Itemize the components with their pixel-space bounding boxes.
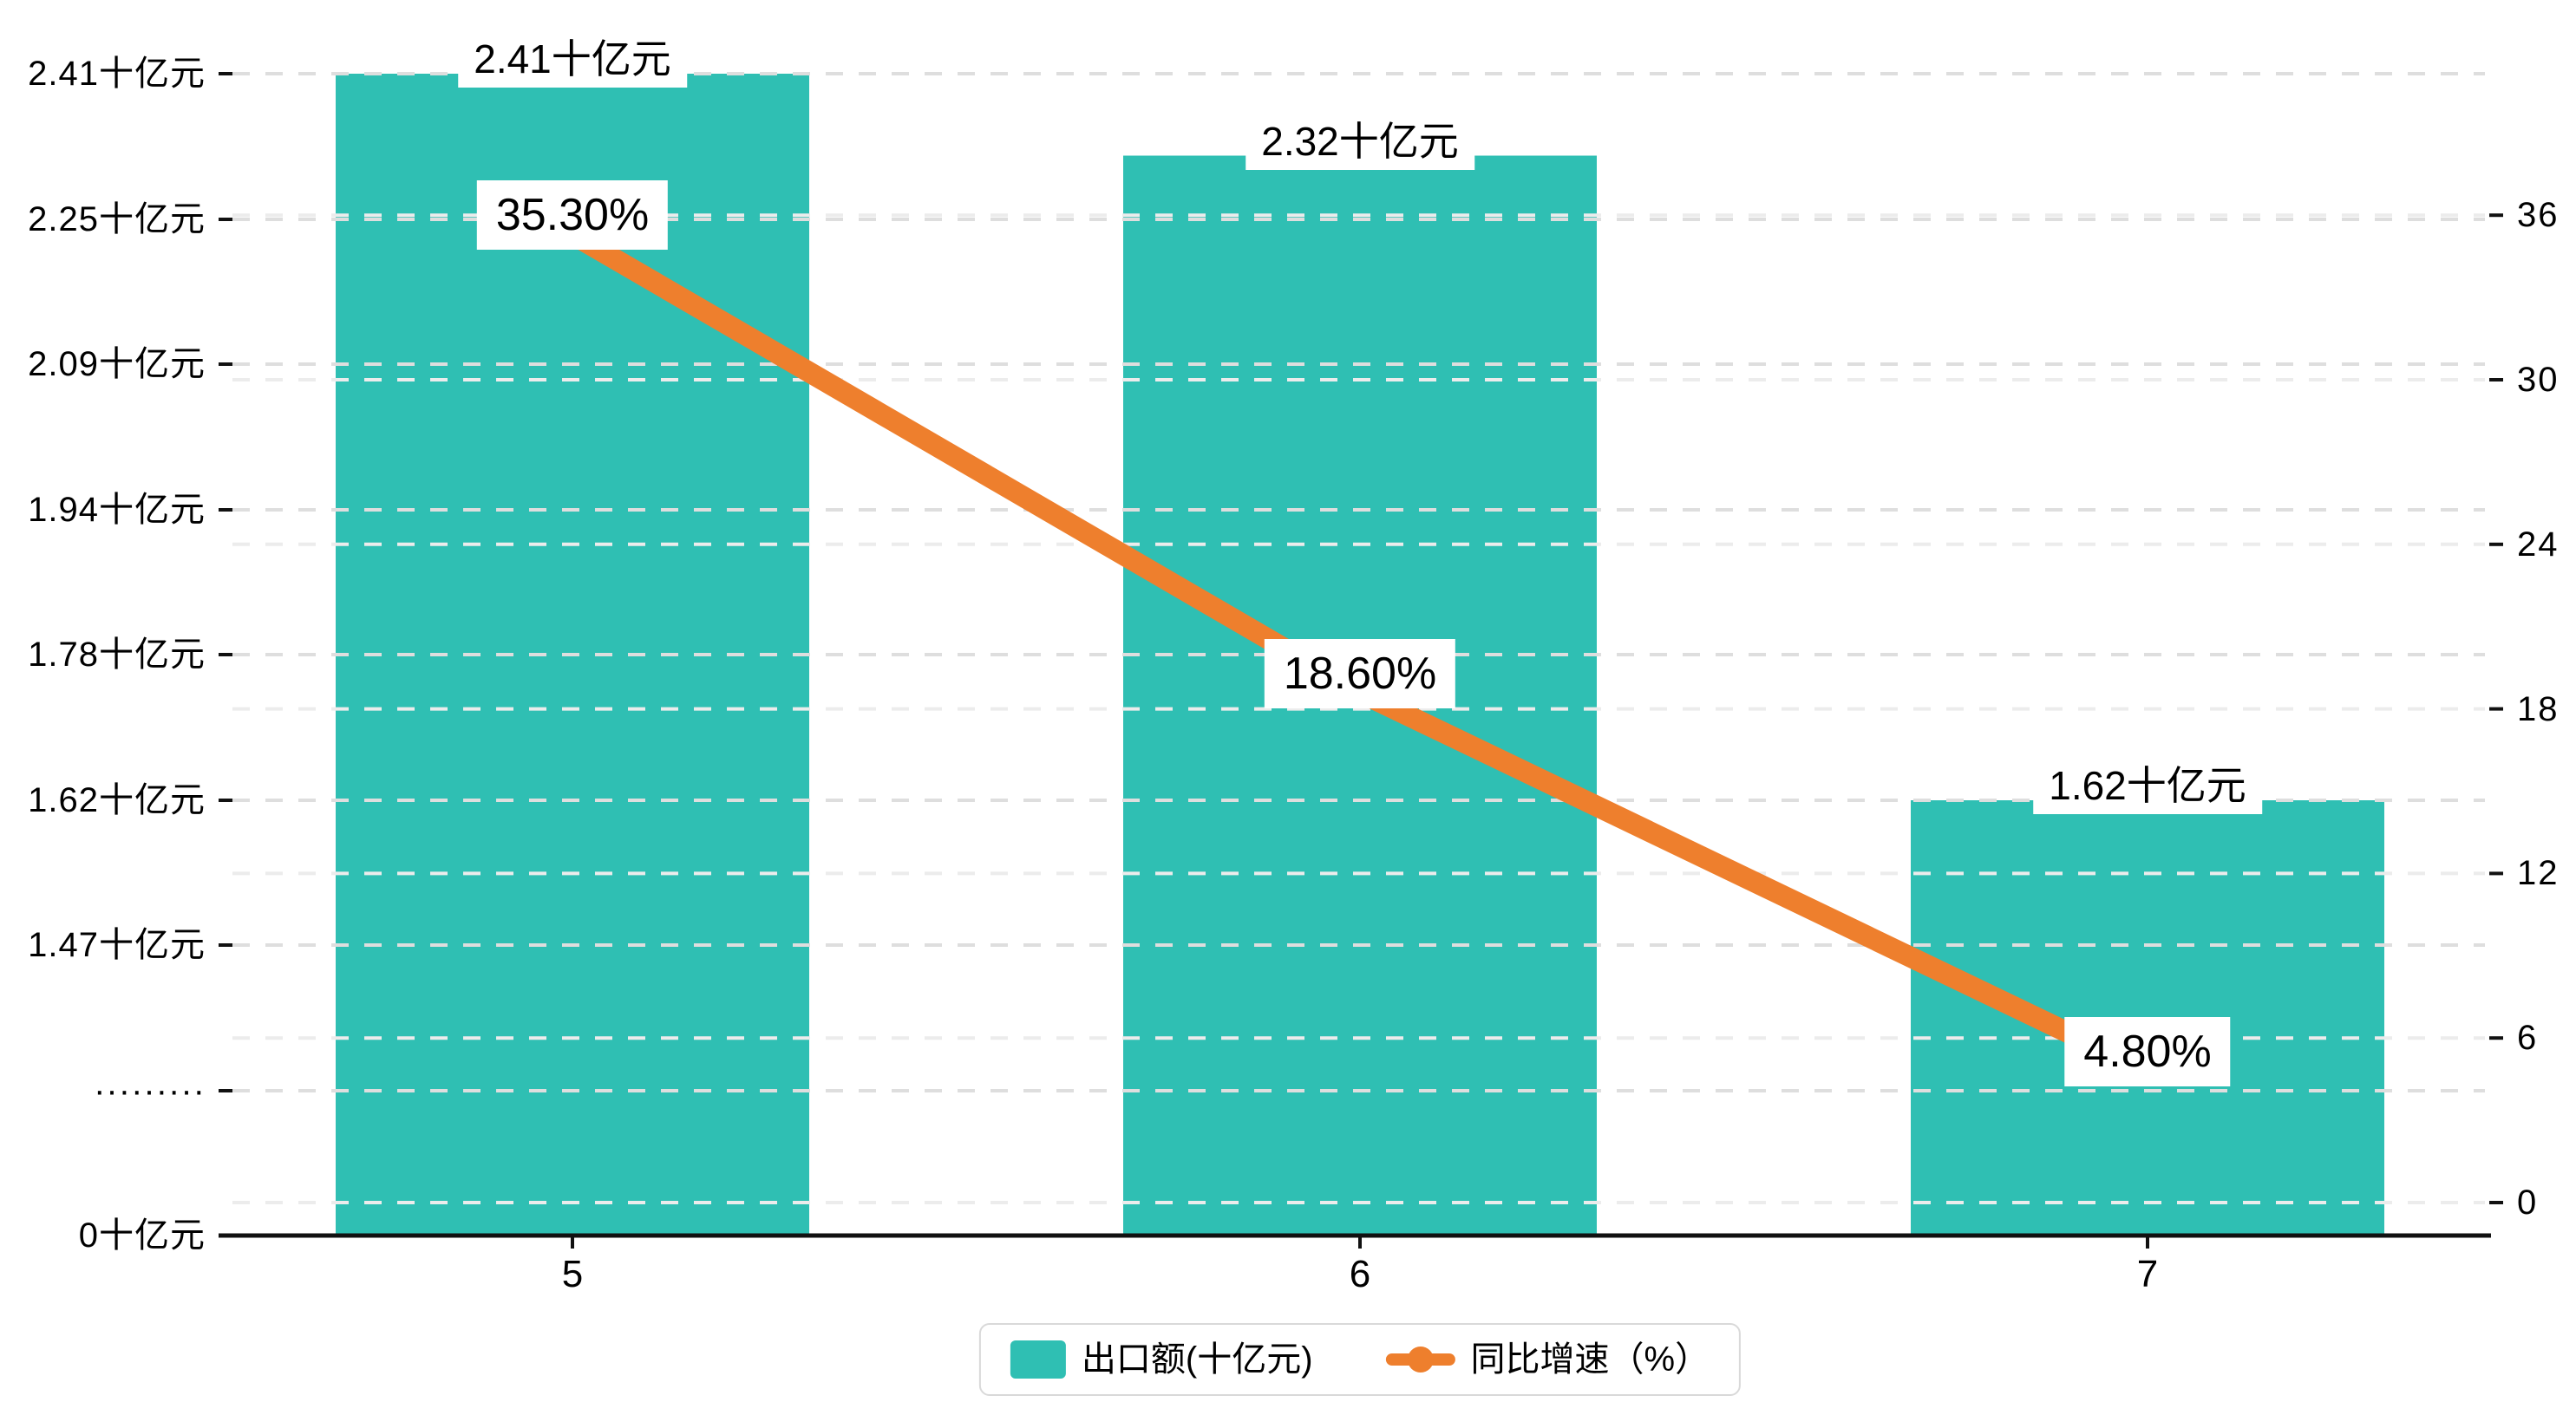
left-axis-label-4: 1.78十亿元	[28, 636, 206, 674]
right-axis-label-24: 24	[2517, 525, 2560, 564]
left-axis-label-0: 0十亿元	[78, 1216, 206, 1255]
bar-value-label-5: 2.41十亿元	[458, 30, 687, 88]
right-axis-label-6: 6	[2517, 1019, 2539, 1058]
bar-value-label-7: 1.62十亿元	[2033, 757, 2262, 814]
left-axis-label-2: 1.47十亿元	[28, 926, 206, 964]
right-axis-label-36: 36	[2517, 196, 2560, 235]
right-axis-label-0: 0	[2517, 1184, 2539, 1222]
line-series-swatch-icon	[1385, 1340, 1455, 1379]
line-value-label-7: 4.80%	[2064, 1017, 2231, 1087]
x-axis-label-5: 5	[561, 1253, 584, 1295]
left-axis-label-5: 1.94十亿元	[28, 491, 206, 529]
legend-item-export-value[interactable]: 出口额(十亿元)	[1010, 1340, 1313, 1379]
legend-label-export-value: 出口额(十亿元)	[1081, 1340, 1313, 1379]
bar-series-swatch-icon	[1010, 1340, 1066, 1379]
left-axis-label-7: 2.25十亿元	[28, 200, 206, 238]
legend: 出口额(十亿元) 同比增速（%）	[978, 1323, 1742, 1396]
right-axis-label-30: 30	[2517, 361, 2560, 399]
right-axis-label-12: 12	[2517, 854, 2560, 893]
line-value-label-6: 18.60%	[1264, 638, 1456, 708]
legend-label-yoy-growth: 同比增速（%）	[1470, 1340, 1710, 1379]
right-axis-label-18: 18	[2517, 689, 2560, 728]
line-value-label-5: 35.30%	[476, 180, 669, 251]
left-axis-label-8: 2.41十亿元	[28, 55, 206, 93]
left-axis-label-1: ·········	[94, 1072, 206, 1110]
bar-value-label-6: 2.32十亿元	[1246, 112, 1474, 170]
legend-item-yoy-growth[interactable]: 同比增速（%）	[1385, 1340, 1710, 1379]
left-axis-label-3: 1.62十亿元	[28, 781, 206, 819]
x-axis-label-6: 6	[1349, 1253, 1371, 1295]
left-axis-label-6: 2.09十亿元	[28, 345, 206, 383]
x-axis-label-7: 7	[2136, 1253, 2159, 1295]
